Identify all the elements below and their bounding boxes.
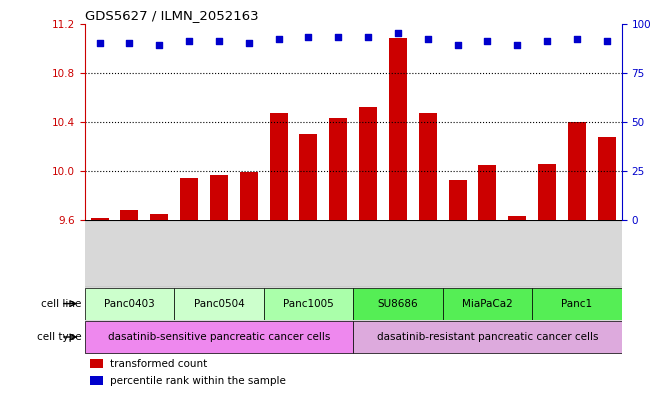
Bar — [174, 288, 264, 320]
Bar — [353, 288, 443, 320]
Bar — [85, 321, 353, 353]
Point — [94, 40, 105, 46]
Text: Panc1: Panc1 — [561, 299, 592, 309]
Point — [154, 42, 165, 48]
Point — [542, 38, 552, 44]
Bar — [270, 113, 288, 220]
Bar — [389, 38, 407, 220]
Bar — [538, 163, 556, 220]
Bar — [150, 214, 168, 220]
Text: transformed count: transformed count — [111, 358, 208, 369]
Text: SU8686: SU8686 — [378, 299, 418, 309]
Bar — [353, 321, 622, 353]
Point — [333, 34, 344, 40]
Point — [124, 40, 135, 46]
Bar — [240, 172, 258, 220]
Point — [243, 40, 254, 46]
Bar — [443, 288, 532, 320]
Text: Panc0504: Panc0504 — [193, 299, 244, 309]
Point — [482, 38, 493, 44]
Point — [602, 38, 612, 44]
Point — [214, 38, 224, 44]
Text: cell type: cell type — [36, 332, 81, 342]
Text: dasatinib-resistant pancreatic cancer cells: dasatinib-resistant pancreatic cancer ce… — [377, 332, 598, 342]
Bar — [264, 288, 353, 320]
Bar — [120, 210, 139, 220]
Text: Panc0403: Panc0403 — [104, 299, 155, 309]
Text: dasatinib-sensitive pancreatic cancer cells: dasatinib-sensitive pancreatic cancer ce… — [107, 332, 330, 342]
Bar — [598, 136, 616, 220]
Point — [363, 34, 373, 40]
Text: MiaPaCa2: MiaPaCa2 — [462, 299, 513, 309]
Point — [422, 36, 433, 42]
Bar — [359, 107, 377, 220]
Bar — [533, 288, 622, 320]
Bar — [478, 165, 496, 220]
Bar — [568, 122, 586, 220]
Bar — [299, 134, 317, 220]
Bar — [210, 174, 228, 220]
Bar — [90, 359, 104, 368]
Bar — [90, 218, 109, 220]
Bar — [449, 180, 467, 220]
Point — [393, 30, 403, 37]
Point — [273, 36, 284, 42]
Point — [572, 36, 582, 42]
Bar — [508, 217, 526, 220]
Point — [303, 34, 314, 40]
Text: Panc1005: Panc1005 — [283, 299, 334, 309]
Point — [452, 42, 463, 48]
Text: cell line: cell line — [41, 299, 81, 309]
Bar — [329, 118, 347, 220]
Point — [512, 42, 523, 48]
Bar — [419, 113, 437, 220]
Point — [184, 38, 194, 44]
Bar — [180, 178, 198, 220]
Text: GDS5627 / ILMN_2052163: GDS5627 / ILMN_2052163 — [85, 9, 258, 22]
Bar — [90, 376, 104, 385]
Text: percentile rank within the sample: percentile rank within the sample — [111, 376, 286, 386]
Bar — [85, 288, 174, 320]
